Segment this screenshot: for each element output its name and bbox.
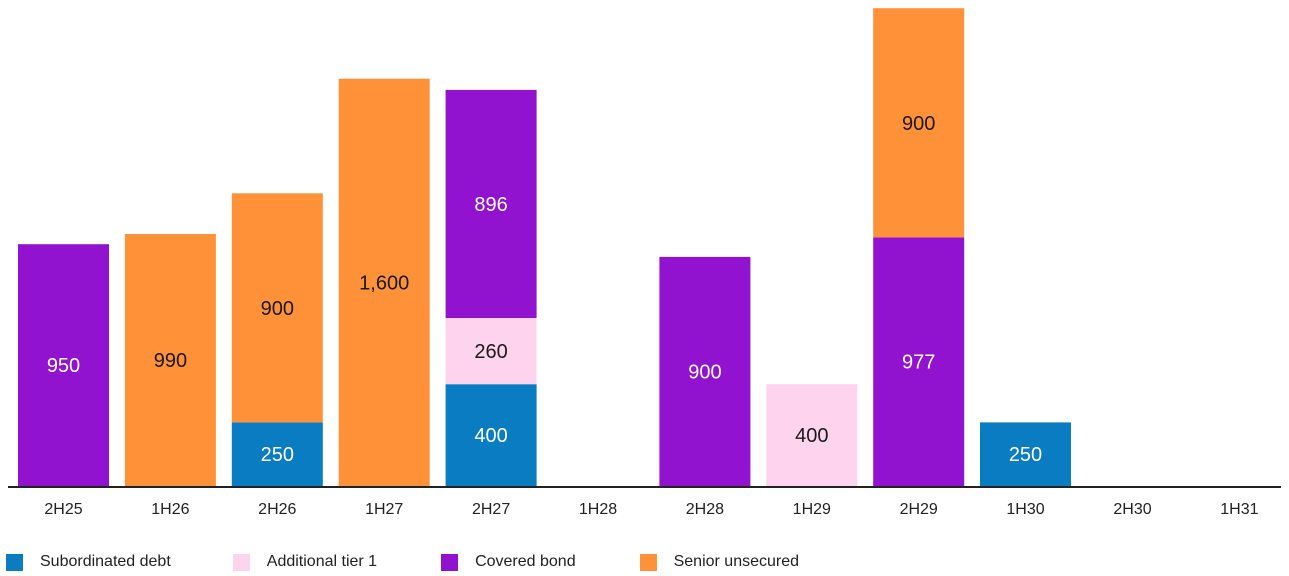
x-tick-label: 1H26 bbox=[151, 501, 189, 518]
legend-label: Subordinated debt bbox=[40, 553, 171, 570]
x-tick-label: 1H29 bbox=[793, 501, 831, 518]
data-label: 990 bbox=[154, 350, 187, 372]
x-tick-label: 1H31 bbox=[1220, 501, 1258, 518]
x-tick-label: 2H30 bbox=[1113, 501, 1151, 518]
bar-2h28-covered-bond bbox=[659, 256, 751, 486]
x-tick-label: 2H25 bbox=[44, 501, 82, 518]
data-label: 260 bbox=[474, 341, 507, 363]
x-tick-label: 1H28 bbox=[579, 501, 617, 518]
data-label: 400 bbox=[474, 425, 507, 447]
bar-1h29-additional-tier-1 bbox=[766, 384, 858, 486]
bar-2h27-subordinated-debt bbox=[445, 384, 537, 486]
data-label: 400 bbox=[795, 425, 828, 447]
legend-label: Additional tier 1 bbox=[266, 553, 378, 570]
bar-2h26-senior-unsecured bbox=[231, 193, 323, 423]
bar-2h27-covered-bond bbox=[445, 89, 537, 319]
bar-1h26-senior-unsecured bbox=[124, 234, 216, 486]
legend-item-covered-bond: Covered bond bbox=[441, 553, 576, 571]
data-label: 250 bbox=[1009, 444, 1042, 466]
bar-2h27-additional-tier-1 bbox=[445, 318, 537, 385]
legend-swatch bbox=[6, 553, 23, 571]
legend-item-senior-unsecured: Senior unsecured bbox=[639, 553, 800, 571]
bar-1h30-subordinated-debt bbox=[980, 422, 1071, 486]
bar-1h27-senior-unsecured bbox=[338, 78, 430, 486]
x-tick-label: 1H30 bbox=[1006, 501, 1044, 518]
legend-swatch bbox=[232, 553, 250, 571]
legend-swatch bbox=[441, 553, 459, 571]
data-label: 900 bbox=[902, 113, 935, 135]
x-tick-label: 2H27 bbox=[472, 501, 510, 518]
data-label: 977 bbox=[902, 352, 935, 374]
chart-plot: 950 2H25 990 1H26 250 900 2H26 1,600 1H27 400 260 8… bbox=[8, 8, 1281, 518]
bar-2h29-covered-bond bbox=[873, 237, 965, 486]
legend-item-subordinated-debt: Subordinated debt bbox=[6, 553, 171, 571]
legend-item-additional-tier-1: Additional tier 1 bbox=[232, 553, 378, 571]
x-tick-label: 1H27 bbox=[365, 501, 403, 518]
data-label: 900 bbox=[688, 362, 721, 384]
data-label: 896 bbox=[474, 194, 507, 216]
legend-label: Senior unsecured bbox=[673, 553, 800, 570]
bar-2h26-subordinated-debt bbox=[231, 422, 323, 486]
legend-swatch bbox=[639, 553, 657, 571]
x-tick-label: 2H28 bbox=[686, 501, 724, 518]
legend-label: Covered bond bbox=[475, 553, 576, 570]
data-label: 250 bbox=[261, 444, 294, 466]
data-label: 900 bbox=[261, 298, 294, 320]
bar-2h29-senior-unsecured bbox=[873, 8, 965, 238]
x-tick-label: 2H26 bbox=[258, 501, 296, 518]
bar-2h25-covered-bond bbox=[18, 244, 109, 486]
chart-legend: Subordinated debt Additional tier 1 Covere… bbox=[6, 552, 799, 572]
x-tick-label: 2H29 bbox=[900, 501, 938, 518]
data-label: 950 bbox=[47, 355, 80, 377]
data-label: 1,600 bbox=[359, 272, 409, 294]
